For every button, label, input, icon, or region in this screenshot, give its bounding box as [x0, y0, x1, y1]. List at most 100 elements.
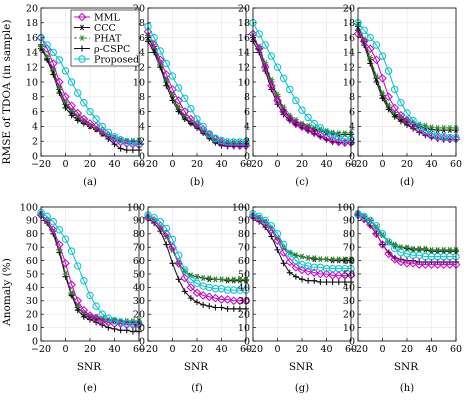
point-phat	[218, 276, 225, 283]
point-phat	[391, 241, 398, 248]
point-phat	[212, 276, 219, 283]
point-mml	[67, 101, 76, 110]
y-tick-label: 20	[26, 310, 38, 321]
point-mml	[168, 85, 177, 94]
y-tick-label: 50	[343, 269, 355, 280]
point-mml	[73, 108, 83, 118]
y-tick-label: 4	[32, 122, 38, 133]
point-mml	[61, 92, 70, 102]
legend-label-proposed: Proposed	[94, 54, 139, 65]
point-mml	[384, 249, 393, 259]
point-mml	[273, 96, 282, 105]
y-tick-label: 10	[133, 323, 145, 334]
legend-marker-mml	[77, 12, 87, 22]
point-rho-cspc	[62, 104, 69, 111]
point-mml	[427, 260, 436, 269]
point-mml	[174, 96, 183, 105]
point-mml	[155, 55, 165, 65]
x-tick-label: 0	[62, 344, 68, 355]
y-tick-label: 18	[26, 18, 38, 29]
point-phat	[169, 247, 176, 253]
point-mml	[204, 130, 214, 139]
y-tick-label: 100	[127, 202, 145, 213]
point-mml	[285, 114, 295, 124]
point-mml	[378, 240, 387, 249]
series-mml	[248, 29, 356, 147]
y-tick-label: 18	[343, 18, 355, 29]
point-proposed	[181, 266, 189, 274]
point-proposed	[61, 67, 70, 75]
x-tick-label: 40	[425, 344, 437, 355]
point-proposed	[104, 128, 113, 137]
y-tick-label: 0	[139, 336, 145, 347]
point-mml	[42, 216, 52, 225]
y-tick-label: 10	[26, 323, 38, 334]
point-mml	[439, 260, 449, 269]
point-proposed	[403, 109, 411, 117]
point-phat	[74, 303, 81, 310]
point-proposed	[267, 222, 276, 230]
point-mml	[297, 265, 307, 275]
point-mml	[91, 313, 101, 323]
point-mml	[285, 257, 295, 267]
legend-label-rho-cspc: ρ-CSPC	[94, 44, 130, 55]
series-proposed	[354, 210, 460, 261]
point-phat	[163, 233, 170, 240]
panel-label-c: (c)	[295, 177, 309, 188]
y-tick-label: 20	[133, 3, 145, 14]
point-phat	[446, 247, 453, 253]
y-tick-label: 0	[349, 336, 355, 347]
point-proposed	[67, 78, 76, 86]
point-proposed	[415, 122, 423, 131]
point-rho-cspc	[224, 305, 231, 312]
point-rho-cspc	[163, 241, 170, 248]
y-tick-label: 8	[139, 92, 145, 103]
x-tick-label: 60	[133, 344, 145, 355]
point-phat	[311, 255, 318, 261]
point-proposed	[304, 113, 312, 122]
point-mml	[267, 81, 276, 91]
point-mml	[91, 122, 101, 131]
point-phat	[341, 130, 348, 136]
point-mml	[55, 240, 64, 249]
x-tick-label: 20	[191, 159, 203, 170]
y-tick-label: 50	[238, 269, 250, 280]
point-mml	[180, 273, 190, 283]
point-proposed	[187, 104, 195, 113]
point-mml	[372, 55, 381, 65]
point-mml	[390, 103, 400, 113]
y-tick-label: 30	[26, 296, 38, 307]
point-phat	[367, 54, 374, 61]
point-mml	[204, 292, 214, 302]
y-tick-label: 60	[343, 256, 355, 267]
panel-label-g: (g)	[295, 383, 309, 394]
series-proposed	[144, 211, 250, 294]
y-tick-label: 16	[26, 33, 38, 44]
y-tick-label: 16	[343, 33, 355, 44]
point-proposed	[409, 116, 417, 125]
y-tick-label: 6	[139, 107, 145, 118]
point-mml	[372, 229, 381, 239]
series-line-proposed	[252, 22, 351, 140]
y-tick-label: 10	[238, 323, 250, 334]
point-proposed	[273, 230, 282, 238]
point-rho-cspc	[268, 233, 275, 240]
legend-label-mml: MML	[94, 12, 120, 23]
point-proposed	[384, 67, 393, 75]
point-phat	[323, 256, 330, 263]
point-proposed	[298, 106, 306, 114]
point-mml	[110, 319, 119, 328]
point-mml	[445, 260, 455, 269]
series-line-mml	[357, 33, 456, 140]
x-tick-label: 20	[84, 344, 96, 355]
point-proposed	[316, 124, 325, 132]
point-rho-cspc	[335, 279, 342, 286]
point-proposed	[168, 72, 177, 80]
point-mml	[396, 110, 406, 120]
point-proposed	[162, 59, 171, 68]
y-tick-label: 4	[139, 122, 145, 133]
y-tick-label: 2	[244, 137, 250, 148]
y-tick-label: 14	[238, 48, 250, 59]
legend-marker-phat	[79, 35, 85, 41]
